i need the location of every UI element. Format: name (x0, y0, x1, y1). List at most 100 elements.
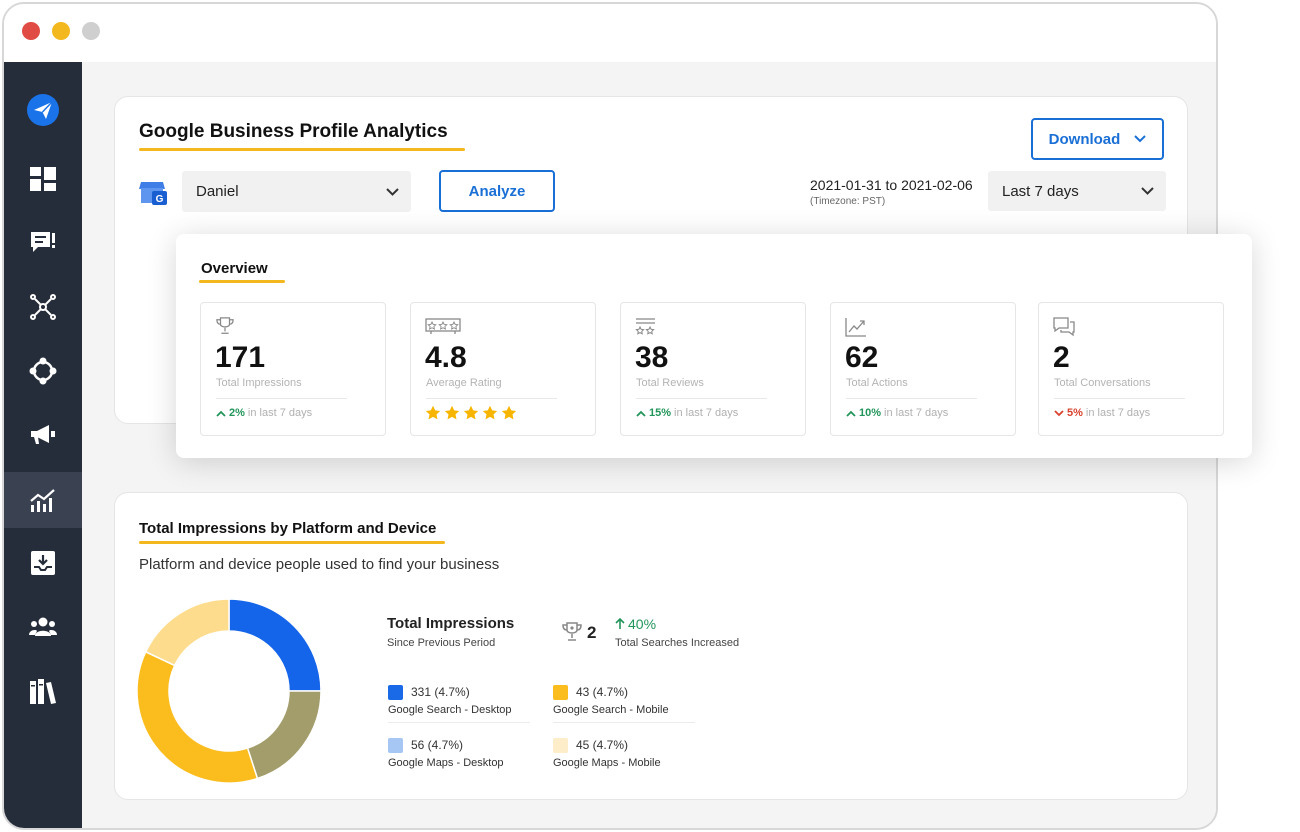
stat-card-reviews: 38 Total Reviews 15% in last 7 days (620, 302, 806, 436)
download-tray-icon (31, 551, 55, 575)
network-icon (30, 294, 56, 320)
impressions-card: Total Impressions by Platform and Device… (114, 492, 1188, 800)
stat-label: Total Impressions (216, 377, 302, 389)
paper-plane-logo-icon (27, 94, 59, 126)
star-rating (425, 405, 517, 421)
chevron-up-icon (216, 410, 226, 417)
legend-swatch (553, 685, 568, 700)
donut-slice-0[interactable] (228, 599, 321, 692)
increase-percent: 40% (628, 616, 657, 632)
legend-divider (388, 722, 530, 723)
period-select-value: Last 7 days (1002, 182, 1079, 200)
legend-label: Google Search - Desktop (388, 704, 512, 716)
stat-divider (846, 398, 977, 399)
impressions-title-underline (139, 541, 445, 544)
sidebar-item-analytics[interactable] (4, 472, 82, 528)
users-icon (29, 617, 57, 636)
sidebar-item-users[interactable] (4, 599, 82, 655)
trend-icon (845, 318, 866, 337)
period-select[interactable]: Last 7 days (988, 171, 1166, 211)
stat-change: 15% in last 7 days (636, 407, 738, 419)
location-select-value: Daniel (196, 183, 239, 200)
sidebar-item-integrations[interactable] (4, 343, 82, 399)
chevron-down-icon (1141, 187, 1154, 195)
impressions-donut-chart (137, 599, 321, 783)
chevron-down-icon (386, 187, 399, 196)
legend-value: 43 (4.7%) (576, 685, 629, 699)
minimize-window-button[interactable] (52, 22, 70, 40)
chevron-up-icon (846, 410, 856, 417)
stat-change: 5% in last 7 days (1054, 407, 1150, 419)
stat-card-conversations: 2 Total Conversations 5% in last 7 days (1038, 302, 1224, 436)
star-icon (501, 405, 517, 420)
stat-value: 4.8 (425, 341, 467, 374)
stat-card-actions: 62 Total Actions 10% in last 7 days (830, 302, 1016, 436)
stat-change-percent: 10% (859, 407, 882, 419)
sidebar-item-library[interactable] (4, 664, 82, 720)
books-icon (30, 679, 56, 704)
close-window-button[interactable] (22, 22, 40, 40)
trophy-icon (562, 622, 582, 641)
trophy-count: 2 (587, 623, 597, 642)
stat-change-percent: 15% (649, 407, 672, 419)
review-message-icon (31, 232, 55, 252)
stat-divider (216, 398, 347, 399)
impressions-subtitle: Platform and device people used to find … (139, 556, 500, 573)
sidebar-item-campaigns[interactable] (4, 407, 82, 463)
stat-label: Total Reviews (636, 377, 704, 389)
stat-label: Total Actions (846, 377, 908, 389)
stat-divider (636, 398, 767, 399)
legend-value: 56 (4.7%) (411, 738, 464, 752)
donut-slice-3[interactable] (144, 599, 230, 667)
dashboard-icon (30, 167, 56, 191)
stat-value: 171 (215, 341, 266, 374)
legend-label: Google Search - Mobile (553, 704, 669, 716)
impressions-title: Total Impressions by Platform and Device (139, 520, 437, 537)
total-impressions-heading: Total Impressions (387, 615, 515, 632)
chevron-down-icon (1134, 135, 1147, 143)
sidebar (4, 62, 82, 828)
legend-label: Google Maps - Desktop (388, 757, 504, 769)
arrow-up-icon (615, 618, 625, 629)
download-button[interactable]: Download (1031, 118, 1164, 160)
stat-divider (1054, 398, 1185, 399)
sidebar-item-downloads[interactable] (4, 535, 82, 591)
sidebar-item-home[interactable] (4, 82, 82, 138)
stat-label: Average Rating (426, 377, 502, 389)
stat-change-suffix: in last 7 days (1085, 407, 1151, 419)
sidebar-item-network[interactable] (4, 279, 82, 335)
trophy-icon (216, 317, 234, 334)
legend-value: 45 (4.7%) (576, 738, 629, 752)
location-select[interactable]: Daniel (182, 171, 411, 212)
analyze-button[interactable]: Analyze (439, 170, 555, 212)
reviews-icon (635, 318, 655, 335)
chevron-down-icon (1054, 409, 1064, 416)
stat-change-suffix: in last 7 days (884, 407, 949, 419)
sidebar-item-reviews[interactable] (4, 215, 82, 271)
overview-panel: Overview 171 Total Impressions 2% in las… (176, 234, 1252, 458)
stat-value: 62 (845, 341, 879, 374)
legend-swatch (553, 738, 568, 753)
chat-icon (1053, 317, 1075, 337)
legend-swatch (388, 685, 403, 700)
donut-slice-2[interactable] (137, 650, 259, 783)
download-button-label: Download (1048, 130, 1121, 148)
maximize-window-button[interactable] (82, 22, 100, 40)
since-previous-period: Since Previous Period (387, 637, 496, 649)
svg-text:G: G (156, 194, 164, 205)
date-range: 2021-01-31 to 2021-02-06 (810, 177, 973, 193)
stat-change-suffix: in last 7 days (247, 407, 313, 419)
page-title: Google Business Profile Analytics (139, 121, 448, 142)
stat-change-percent: 5% (1067, 407, 1083, 419)
sidebar-item-dashboard[interactable] (4, 151, 82, 207)
increase-indicator: 40% (615, 616, 656, 632)
stat-value: 2 (1053, 341, 1070, 374)
legend-swatch (388, 738, 403, 753)
star-icon (425, 405, 441, 420)
legend-value: 331 (4.7%) (411, 685, 470, 699)
timezone-label: (Timezone: PST) (810, 196, 886, 207)
stat-value: 38 (635, 341, 669, 374)
stat-card-rating: 4.8 Average Rating (410, 302, 596, 436)
stat-change-percent: 2% (229, 407, 245, 419)
donut-slice-1[interactable] (246, 690, 321, 780)
